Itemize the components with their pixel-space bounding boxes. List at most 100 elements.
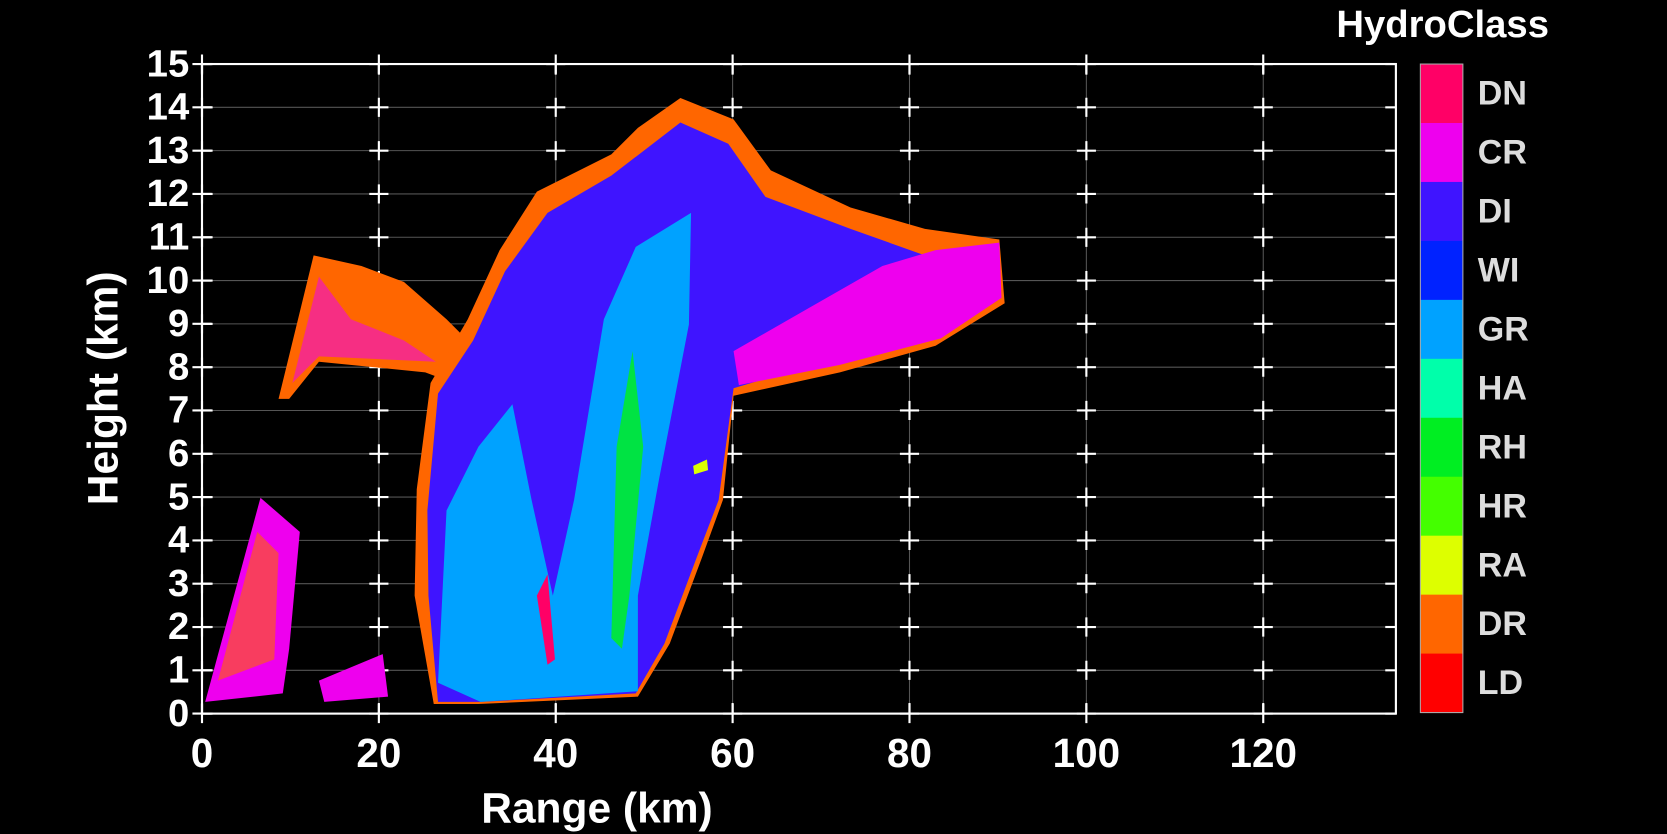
y-tick-label: 11 (149, 215, 189, 258)
grid-cross (369, 574, 389, 594)
grid-cross (723, 617, 743, 637)
y-tick-label: 9 (168, 302, 189, 345)
colorbar-label: WI (1478, 251, 1520, 289)
grid-cross (1253, 270, 1273, 291)
colorbar-label: DI (1478, 193, 1512, 231)
colorbar-label: RA (1478, 546, 1527, 584)
echo-near-inner (217, 531, 279, 681)
grid-cross (369, 141, 389, 161)
colorbar-swatch (1420, 64, 1463, 124)
x-axis-label: Range (km) (481, 786, 713, 833)
colorbar-frame (1419, 63, 1464, 714)
grid-cross (1076, 660, 1096, 680)
x-tick-label: 100 (1053, 730, 1120, 776)
colorbar-swatch (1420, 240, 1463, 301)
y-tick-label: 13 (147, 129, 190, 172)
grid-cross (369, 530, 389, 550)
y-tick-label: 1 (168, 649, 189, 692)
grid-cross (369, 617, 389, 637)
y-tick-label: 12 (147, 172, 190, 215)
grid-cross (1076, 487, 1096, 507)
grid-cross (899, 97, 920, 117)
grid-cross (1253, 444, 1273, 464)
colorbar-label: GR (1478, 310, 1529, 348)
y-tick-label: 0 (168, 692, 189, 735)
grid-cross (1076, 574, 1096, 594)
grid-cross (1253, 357, 1273, 377)
grid-cross (369, 97, 389, 117)
echo-anvil-right (733, 242, 1002, 386)
x-tick-label: 40 (533, 730, 578, 776)
echo-red (536, 574, 555, 665)
colorbar-label: HA (1478, 369, 1527, 407)
grid-cross (899, 400, 920, 421)
grid-cross (899, 184, 920, 204)
grid-cross (1076, 314, 1096, 334)
grid-cross (1076, 141, 1096, 161)
grid-cross (723, 574, 743, 594)
grid-cross (369, 400, 389, 421)
y-tick-label: 8 (168, 345, 189, 388)
y-axis-label: Height (km) (81, 271, 128, 505)
grid-cross (1253, 227, 1273, 247)
echo-yellow (693, 459, 709, 475)
y-tick-label: 3 (168, 562, 189, 605)
colorbar-swatch (1420, 476, 1463, 537)
y-tick-label: 15 (147, 42, 190, 85)
grid-cross (369, 227, 389, 247)
colorbar-swatch (1420, 653, 1463, 714)
y-tick-label: 2 (168, 605, 189, 648)
colorbar-swatch (1420, 299, 1463, 360)
grid-cross (369, 184, 389, 204)
radar-echo (205, 98, 1005, 705)
grid-cross (899, 530, 920, 550)
grid-cross (1076, 444, 1096, 464)
colorbar-label: DN (1478, 75, 1527, 113)
x-tick-label: 20 (356, 730, 401, 776)
grid-cross (1076, 97, 1096, 117)
colorbar-label: LD (1478, 664, 1523, 702)
grid-cross (369, 444, 389, 464)
grid-cross (546, 141, 566, 161)
y-tick-label: 7 (168, 389, 189, 432)
colorbar-swatch (1420, 535, 1463, 596)
grid-cross (723, 530, 743, 550)
x-tick-label: 0 (191, 730, 213, 776)
grid-cross (899, 141, 920, 161)
colorbar-label: RH (1478, 428, 1527, 466)
y-tick-label: 10 (147, 259, 190, 302)
colorbar-swatch (1420, 181, 1463, 242)
echo-near-low (318, 654, 389, 702)
y-tick-label: 14 (147, 86, 190, 129)
x-tick-label: 80 (887, 730, 932, 776)
y-tick-label: 5 (168, 475, 189, 518)
grid-cross (899, 617, 920, 637)
grid-cross (899, 357, 920, 377)
grid-cross (899, 660, 920, 680)
grid-cross (899, 444, 920, 464)
plot-frame (200, 62, 1397, 715)
colorbar-swatch (1420, 594, 1463, 655)
grid-cross (1076, 357, 1096, 377)
grid-cross (1076, 184, 1096, 204)
grid-cross (546, 97, 566, 117)
grid-cross (1253, 314, 1273, 334)
x-tick-label: 120 (1230, 730, 1297, 776)
grid-cross (1253, 184, 1273, 204)
x-tick-label: 60 (710, 730, 755, 776)
grid-cross (1253, 400, 1273, 421)
grid-cross (1253, 574, 1273, 594)
grid-cross (899, 487, 920, 507)
grid-cross (723, 97, 743, 117)
grid-cross (369, 487, 389, 507)
grid-cross (1253, 660, 1273, 680)
colorbar-swatch (1420, 358, 1463, 419)
echo-anvil-left-pink (292, 276, 436, 383)
colorbar-title: HydroClass (1336, 3, 1549, 46)
colorbar-label: HR (1478, 487, 1527, 525)
grid-cross (1253, 617, 1273, 637)
grid-cross (899, 574, 920, 594)
grid-cross (723, 660, 743, 680)
